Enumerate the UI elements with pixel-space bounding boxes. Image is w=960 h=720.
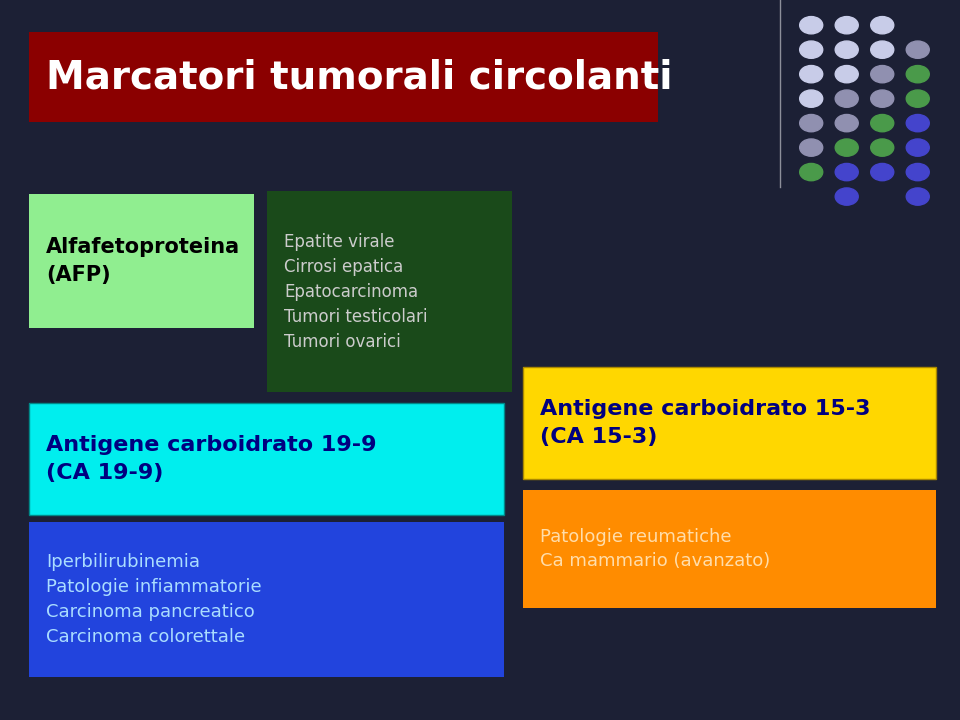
Circle shape [906,163,929,181]
Circle shape [835,17,858,34]
Circle shape [871,139,894,156]
FancyBboxPatch shape [523,490,936,608]
Circle shape [906,139,929,156]
Circle shape [800,17,823,34]
FancyBboxPatch shape [267,191,512,392]
Circle shape [906,90,929,107]
FancyBboxPatch shape [29,32,658,122]
Circle shape [871,17,894,34]
Circle shape [835,41,858,58]
Circle shape [800,90,823,107]
Text: Marcatori tumorali circolanti: Marcatori tumorali circolanti [46,58,673,96]
Circle shape [800,163,823,181]
Circle shape [800,114,823,132]
Text: Iperbilirubinemia
Patologie infiammatorie
Carcinoma pancreatico
Carcinoma colore: Iperbilirubinemia Patologie infiammatori… [46,553,262,646]
FancyBboxPatch shape [29,403,504,515]
Circle shape [835,188,858,205]
Circle shape [835,114,858,132]
Circle shape [906,188,929,205]
FancyBboxPatch shape [29,522,504,677]
Circle shape [800,139,823,156]
FancyBboxPatch shape [29,194,254,328]
Circle shape [835,66,858,83]
Circle shape [835,139,858,156]
Circle shape [906,66,929,83]
Circle shape [871,163,894,181]
Text: Patologie reumatiche
Ca mammario (avanzato): Patologie reumatiche Ca mammario (avanza… [540,528,771,570]
Circle shape [871,66,894,83]
Circle shape [835,90,858,107]
FancyBboxPatch shape [523,367,936,479]
Text: Alfafetoproteina
(AFP): Alfafetoproteina (AFP) [46,237,240,285]
Circle shape [835,163,858,181]
Circle shape [906,114,929,132]
Text: Epatite virale
Cirrosi epatica
Epatocarcinoma
Tumori testicolari
Tumori ovarici: Epatite virale Cirrosi epatica Epatocarc… [284,233,427,351]
Text: Antigene carboidrato 15-3
(CA 15-3): Antigene carboidrato 15-3 (CA 15-3) [540,399,871,447]
Circle shape [800,66,823,83]
Circle shape [800,41,823,58]
Circle shape [906,41,929,58]
Circle shape [871,90,894,107]
Circle shape [871,41,894,58]
Text: Antigene carboidrato 19-9
(CA 19-9): Antigene carboidrato 19-9 (CA 19-9) [46,435,376,483]
Circle shape [871,114,894,132]
